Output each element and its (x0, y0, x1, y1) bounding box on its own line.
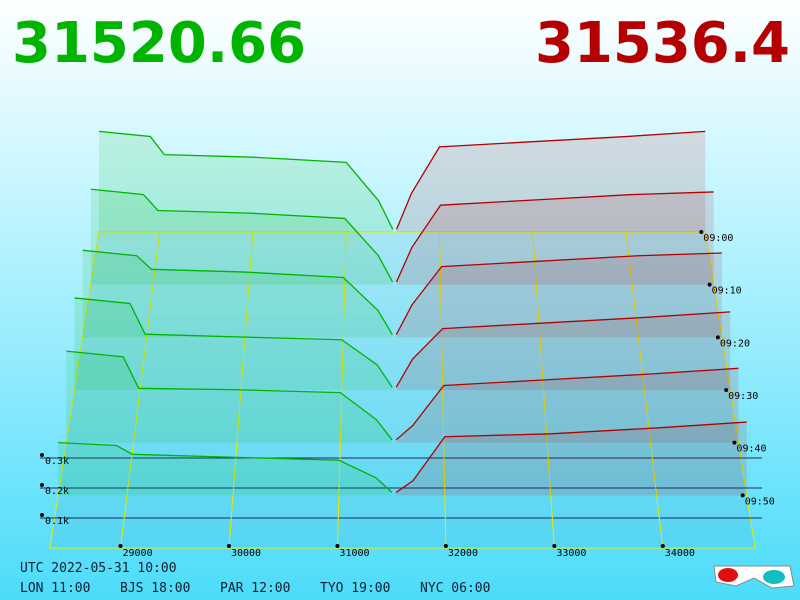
time-tick (707, 282, 712, 287)
price-grid-line (336, 231, 347, 549)
price-tick (443, 544, 448, 548)
asks-line (395, 130, 706, 230)
price-grid-line (532, 231, 555, 549)
depth-tick (40, 483, 44, 487)
asks-area (396, 368, 739, 443)
asks-area (396, 253, 722, 338)
zone-time: PAR 12:00 (220, 581, 290, 596)
depth-tick-label: 0.1k (45, 516, 69, 527)
zone-time: TYO 19:00 (320, 581, 390, 596)
price-tick-label: 31000 (339, 548, 369, 559)
price-grid-line (438, 231, 447, 549)
plot: 0.1k 0.2k 0.3k 29000 30000 31000 32000 33000 340… (40, 130, 775, 559)
price-grid-line (625, 231, 664, 549)
price-tick (118, 544, 123, 548)
time-tick (740, 493, 745, 498)
bids-area (66, 351, 393, 443)
bids-line (58, 441, 393, 493)
bid-price: 31520.66 (12, 11, 306, 76)
zone-time: LON 11:00 (20, 581, 90, 596)
ask-price: 31536.4 (535, 11, 790, 76)
asks-line (395, 421, 747, 493)
asks-area (396, 191, 714, 285)
price-tick-label: 32000 (448, 548, 478, 559)
time-tick-label: 09:40 (736, 444, 766, 455)
bids-area (90, 189, 393, 285)
price-tick (660, 544, 665, 548)
price-tick (335, 544, 340, 548)
asks-area (396, 131, 706, 232)
zone-time: BJS 18:00 (120, 581, 190, 596)
depth-tick (40, 513, 44, 517)
time-tick (732, 440, 737, 445)
asks-area (396, 422, 747, 496)
time-tick-label: 09:10 (712, 286, 742, 297)
depth-tick-label: 0.3k (45, 456, 69, 467)
bids-line (90, 188, 394, 283)
depth-tick-label: 0.2k (45, 486, 69, 497)
bids-area (82, 250, 393, 338)
time-tick-label: 09:50 (745, 496, 775, 507)
time-tick (724, 388, 729, 392)
bids-line (82, 249, 393, 335)
bids-area (58, 442, 392, 496)
price-tick-label: 29000 (123, 548, 153, 559)
time-tick-label: 09:00 (703, 233, 733, 244)
utc-time: UTC 2022-05-31 10:00 (20, 561, 177, 576)
asks-line (395, 367, 739, 441)
asks-line (395, 311, 731, 388)
time-tick (699, 230, 704, 234)
bids-line (66, 350, 393, 441)
asks-line (395, 191, 714, 283)
time-tick-label: 09:30 (728, 391, 758, 402)
bids-area (99, 131, 393, 232)
asks-area (396, 311, 731, 390)
bids-area (74, 297, 393, 390)
bids-line (98, 130, 394, 230)
3d-glasses-icon (713, 565, 795, 589)
asks-line (395, 252, 722, 335)
time-tick (715, 335, 720, 340)
bids-line (74, 297, 393, 388)
zone-time: NYC 06:00 (420, 581, 490, 596)
time-tick-label: 09:20 (720, 338, 750, 349)
price-tick-label: 30000 (231, 548, 261, 559)
price-tick-label: 34000 (665, 548, 695, 559)
price-tick-label: 33000 (556, 548, 586, 559)
price-tick (226, 544, 231, 548)
price-grid-line (120, 231, 161, 549)
depth-tick (40, 453, 44, 457)
zones: LON 11:00 BJS 18:00 PAR 12:00 TYO 19:00 NYC … (20, 581, 490, 596)
price-tick (552, 544, 557, 548)
